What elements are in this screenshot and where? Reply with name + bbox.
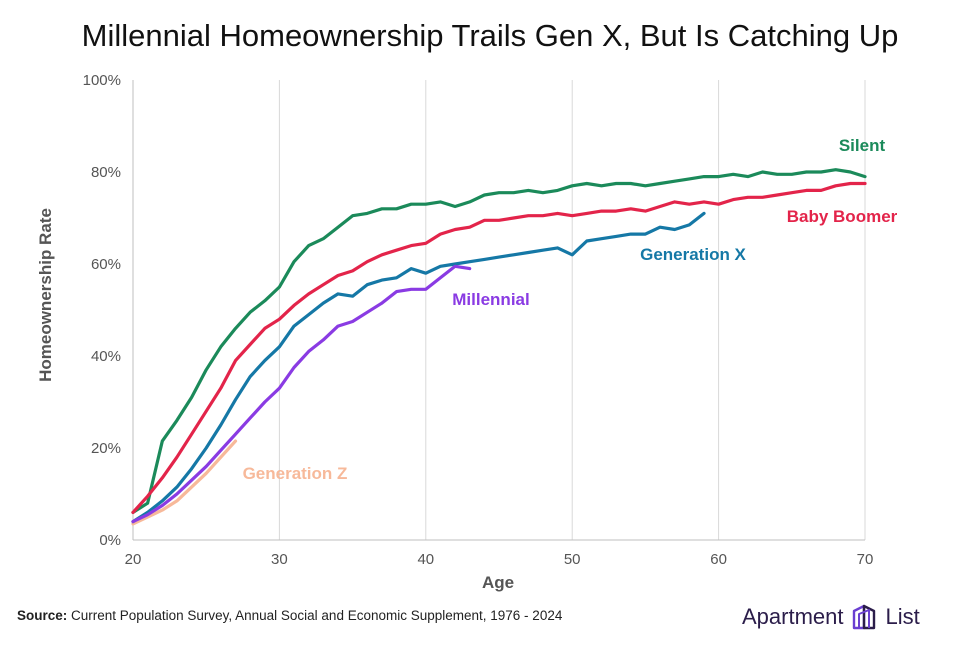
y-axis-label: Homeownership Rate xyxy=(36,208,55,382)
chart-title: Millennial Homeownership Trails Gen X, B… xyxy=(81,18,899,53)
y-tick-label: 40% xyxy=(91,348,121,365)
y-tick-label: 20% xyxy=(91,440,121,457)
series-label-generation-z: Generation Z xyxy=(243,464,348,483)
x-tick-label: 70 xyxy=(857,551,874,568)
series-label-silent: Silent xyxy=(839,136,886,155)
series-label-baby-boomer: Baby Boomer xyxy=(787,207,898,226)
series-line-silent xyxy=(131,168,867,514)
series-line-baby-boomer xyxy=(131,181,867,514)
source-label: Source: xyxy=(17,608,68,623)
y-tick-label: 60% xyxy=(91,256,121,273)
y-tick-label: 100% xyxy=(83,72,121,89)
building-icon xyxy=(852,604,875,630)
y-tick-label: 0% xyxy=(99,532,121,549)
x-tick-label: 60 xyxy=(710,551,727,568)
apartment-list-logo[interactable]: Apartment List xyxy=(742,602,920,632)
brand-name-right: List xyxy=(885,604,920,629)
series-line-generation-z xyxy=(131,439,238,526)
series-line-generation-x xyxy=(131,211,706,524)
x-tick-label: 20 xyxy=(125,551,142,568)
series-layer xyxy=(131,168,867,526)
brand-name-left: Apartment xyxy=(742,604,844,629)
source-note: Source: Current Population Survey, Annua… xyxy=(17,608,562,623)
series-label-millennial: Millennial xyxy=(452,290,529,309)
series-labels: Silent Baby Boomer Generation X Millennial G… xyxy=(243,136,898,483)
x-tick-label: 50 xyxy=(564,551,581,568)
line-chart: 20 30 40 50 60 70 0% 20% 40% 60% 80% 100% Silent Bab… xyxy=(36,72,898,592)
x-tick-label: 30 xyxy=(271,551,288,568)
x-axis-label: Age xyxy=(482,573,514,592)
source-text: Current Population Survey, Annual Social… xyxy=(71,608,563,623)
series-line-millennial xyxy=(131,264,472,524)
y-tick-label: 80% xyxy=(91,164,121,181)
series-label-generation-x: Generation X xyxy=(640,245,746,264)
axes: 20 30 40 50 60 70 0% 20% 40% 60% 80% 100% xyxy=(83,72,874,568)
x-tick-label: 40 xyxy=(417,551,434,568)
